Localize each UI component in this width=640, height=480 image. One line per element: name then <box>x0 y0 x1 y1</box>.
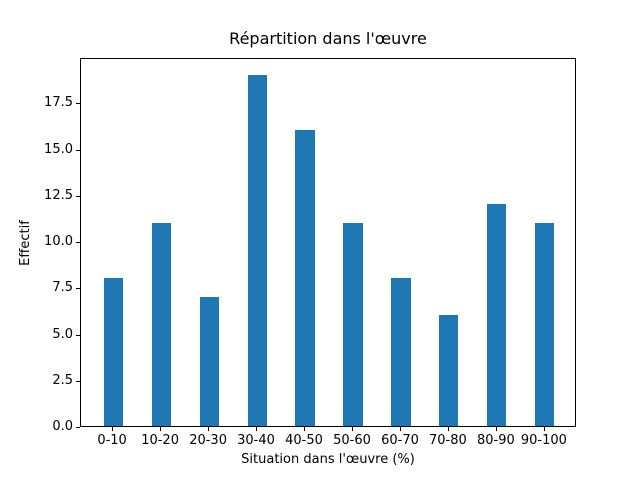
y-tick-label: 2.5 <box>52 372 73 388</box>
y-tick <box>76 288 80 290</box>
y-tick <box>76 380 80 382</box>
bar <box>535 222 555 426</box>
y-tick-label: 15.0 <box>44 141 73 157</box>
y-tick <box>76 195 80 197</box>
bar <box>343 222 363 426</box>
x-tick <box>208 427 210 431</box>
y-tick-label: 5.0 <box>52 326 73 342</box>
plot-area <box>80 58 576 427</box>
y-tick <box>76 149 80 151</box>
x-tick-label: 30-40 <box>237 433 275 448</box>
bar <box>199 296 219 426</box>
x-tick-label: 20-30 <box>189 433 227 448</box>
x-tick <box>400 427 401 431</box>
chart-title: Répartition dans l'œuvre <box>229 29 427 48</box>
y-tick-label: 7.5 <box>52 280 73 296</box>
bar <box>487 204 507 426</box>
y-tick-label: 0.0 <box>52 419 73 434</box>
bar <box>439 315 459 426</box>
x-tick-label: 10-20 <box>141 433 179 448</box>
x-tick <box>256 427 257 431</box>
y-tick-label: 17.5 <box>44 95 73 111</box>
y-tick-label: 10.0 <box>44 234 73 249</box>
x-tick-label: 0-10 <box>97 433 127 448</box>
bar <box>247 74 267 426</box>
x-tick-label: 50-60 <box>333 433 371 448</box>
x-tick <box>447 427 449 431</box>
x-tick-label: 90-100 <box>520 433 567 448</box>
y-tick <box>76 242 80 243</box>
y-tick <box>76 427 80 428</box>
y-tick <box>76 103 80 105</box>
x-tick-label: 40-50 <box>285 433 323 448</box>
x-tick-label: 60-70 <box>381 433 419 448</box>
bar <box>103 278 123 426</box>
x-tick <box>495 427 497 431</box>
bar <box>151 222 171 426</box>
x-tick-label: 80-90 <box>477 433 515 448</box>
y-tick <box>76 334 80 336</box>
x-tick <box>352 427 353 431</box>
bar <box>391 278 411 426</box>
y-tick-label: 12.5 <box>44 187 73 203</box>
x-tick <box>304 427 305 431</box>
x-tick <box>543 427 545 431</box>
x-axis-label: Situation dans l'œuvre (%) <box>241 452 415 467</box>
bar <box>295 130 315 426</box>
x-tick-label: 70-80 <box>429 433 467 448</box>
x-tick <box>160 427 162 431</box>
x-tick <box>112 427 114 431</box>
